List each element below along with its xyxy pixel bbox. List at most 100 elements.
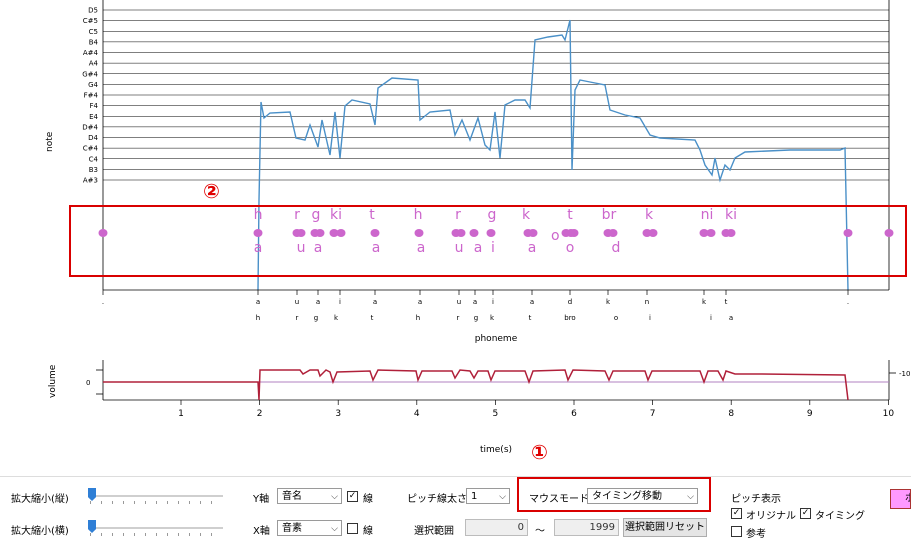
slider-thumb[interactable] bbox=[88, 520, 96, 533]
phoneme-row1-label: i bbox=[339, 298, 341, 306]
x-axis-select[interactable]: 音素 ⌵ bbox=[277, 520, 342, 536]
phoneme-dot[interactable] bbox=[884, 229, 894, 237]
pitch-width-label: ピッチ線太さ bbox=[407, 494, 467, 505]
phoneme-dot[interactable] bbox=[253, 229, 263, 237]
time-ticks: 1 2 3 4 5 6 7 8 9 10 bbox=[178, 400, 894, 419]
timing-label: タイミング bbox=[815, 511, 865, 522]
phoneme-dot[interactable] bbox=[296, 229, 306, 237]
phoneme-top-label: g bbox=[312, 207, 321, 223]
phoneme-top-label: h bbox=[254, 207, 263, 223]
x-axis-value: 音素 bbox=[282, 523, 302, 534]
phoneme-row1-label: a bbox=[373, 298, 377, 306]
select-range-label: 選択範囲 bbox=[414, 526, 454, 537]
phoneme-dot[interactable] bbox=[370, 229, 380, 237]
x-line-checkbox[interactable] bbox=[347, 523, 358, 534]
mouse-mode-select[interactable]: タイミング移動 ⌵ bbox=[587, 488, 698, 504]
phoneme-top-label: br bbox=[602, 207, 617, 223]
phoneme-row2-labels: h r g k t h r g k t bro o i i a bbox=[256, 314, 733, 322]
phoneme-dot[interactable] bbox=[329, 229, 339, 237]
annotation-box-2 bbox=[69, 205, 907, 277]
phoneme-dot[interactable] bbox=[98, 229, 108, 237]
zoom-vertical-slider[interactable] bbox=[88, 488, 223, 504]
chevron-down-icon: ⌵ bbox=[499, 492, 506, 502]
phoneme-row1-label: u bbox=[295, 298, 299, 306]
phoneme-dot[interactable] bbox=[336, 229, 346, 237]
phoneme-dot[interactable] bbox=[699, 229, 709, 237]
phoneme-dots[interactable] bbox=[98, 229, 894, 237]
pitch-width-select[interactable]: 1 ⌵ bbox=[466, 488, 510, 504]
mouse-mode-label: マウスモード bbox=[529, 494, 589, 505]
range-end-field[interactable]: 1999 bbox=[554, 519, 619, 536]
timing-checkbox[interactable]: ✓ bbox=[800, 508, 811, 519]
original-label: オリジナル bbox=[746, 511, 796, 522]
phoneme-top-label: k bbox=[522, 207, 531, 223]
phoneme-dot[interactable] bbox=[726, 229, 736, 237]
note-label: B4 bbox=[89, 38, 99, 46]
phoneme-bottom-label: a bbox=[528, 240, 537, 256]
reset-range-button[interactable]: 選択範囲リセット bbox=[623, 518, 707, 537]
phoneme-dot[interactable] bbox=[528, 229, 538, 237]
pitch-display-label: ピッチ表示 bbox=[731, 494, 781, 505]
phoneme-bottom-label: a bbox=[417, 240, 426, 256]
phoneme-row2-label: i bbox=[710, 314, 712, 322]
volume-axis-title: volume bbox=[48, 364, 58, 398]
chart-canvas[interactable]: D5 C#5 C5 B4 A#4 A4 G#4 G4 F#4 F4 E4 D#4 D4 C#4 C4 B3 A#… bbox=[0, 0, 911, 470]
note-label: A#4 bbox=[83, 49, 99, 57]
phoneme-bottom-label: a bbox=[314, 240, 323, 256]
time-tick-label: 8 bbox=[728, 409, 734, 419]
phoneme-dot[interactable] bbox=[569, 229, 579, 237]
phoneme-top-labels: h r g ki t h r g k t br k ni ki bbox=[254, 207, 737, 223]
phoneme-bottom-label: u bbox=[455, 240, 464, 256]
phoneme-dot[interactable] bbox=[486, 229, 496, 237]
phoneme-row2-label: k bbox=[334, 314, 339, 322]
note-label: B3 bbox=[89, 166, 98, 174]
phoneme-row1-label: a bbox=[418, 298, 422, 306]
phoneme-top-label: t bbox=[369, 207, 375, 223]
control-panel: 拡大縮小(縦) Y軸 音名 ⌵ ✓ 線 ピッチ線太さ 1 ⌵ マウスモード タイミン… bbox=[0, 476, 911, 554]
note-label: C5 bbox=[89, 28, 98, 36]
time-tick-label: 7 bbox=[650, 409, 656, 419]
phoneme-bottom-label: a bbox=[372, 240, 381, 256]
phoneme-row2-label: g bbox=[314, 314, 318, 322]
phoneme-dot[interactable] bbox=[608, 229, 618, 237]
original-checkbox[interactable]: ✓ bbox=[731, 508, 742, 519]
phoneme-dot[interactable] bbox=[414, 229, 424, 237]
phoneme-dot[interactable] bbox=[315, 229, 325, 237]
note-label: D4 bbox=[88, 134, 98, 142]
phoneme-row1-label: i bbox=[492, 298, 494, 306]
pitch-trace[interactable] bbox=[257, 19, 849, 291]
phoneme-dot[interactable] bbox=[843, 229, 853, 237]
phoneme-bottom-label: a bbox=[474, 240, 483, 256]
phoneme-top-label: g bbox=[488, 207, 497, 223]
right-edge-button-label: ポ bbox=[905, 493, 910, 504]
phoneme-axis-title: phoneme bbox=[475, 334, 518, 344]
slider-thumb[interactable] bbox=[88, 488, 96, 501]
phoneme-dot[interactable] bbox=[648, 229, 658, 237]
note-label: G#4 bbox=[82, 70, 98, 78]
time-tick-label: 6 bbox=[571, 409, 577, 419]
phoneme-row1-label: k bbox=[702, 298, 707, 306]
phoneme-dot[interactable] bbox=[469, 229, 479, 237]
note-axis-title: note bbox=[45, 131, 55, 152]
plot-area[interactable]: D5 C#5 C5 B4 A#4 A4 G#4 G4 F#4 F4 E4 D#4 D4 C#4 C4 B3 A#… bbox=[0, 0, 911, 470]
phoneme-row1-label: . bbox=[847, 298, 849, 306]
range-start-field[interactable]: 0 bbox=[465, 519, 528, 536]
y-line-checkbox[interactable]: ✓ bbox=[347, 491, 358, 502]
reference-checkbox[interactable] bbox=[731, 526, 742, 537]
note-label: C#5 bbox=[83, 17, 98, 25]
zoom-horizontal-slider[interactable] bbox=[88, 520, 223, 536]
time-tick-label: 2 bbox=[257, 409, 263, 419]
y-line-label: 線 bbox=[363, 494, 373, 505]
phoneme-dot[interactable] bbox=[456, 229, 466, 237]
volume-trace[interactable] bbox=[103, 369, 849, 401]
right-edge-button[interactable]: ポ bbox=[890, 489, 911, 509]
note-label: C4 bbox=[89, 155, 99, 163]
time-axis-title: time(s) bbox=[480, 445, 512, 455]
y-axis-select[interactable]: 音名 ⌵ bbox=[277, 488, 342, 504]
range-tilde: 〜 bbox=[535, 526, 545, 537]
phoneme-dot[interactable] bbox=[706, 229, 716, 237]
volume-right-label: -10 bbox=[899, 370, 910, 378]
phoneme-row1-label: a bbox=[473, 298, 477, 306]
note-axis-labels: D5 C#5 C5 B4 A#4 A4 G#4 G4 F#4 F4 E4 D#4 D4 C#4 C4 B3 A#… bbox=[82, 7, 98, 185]
